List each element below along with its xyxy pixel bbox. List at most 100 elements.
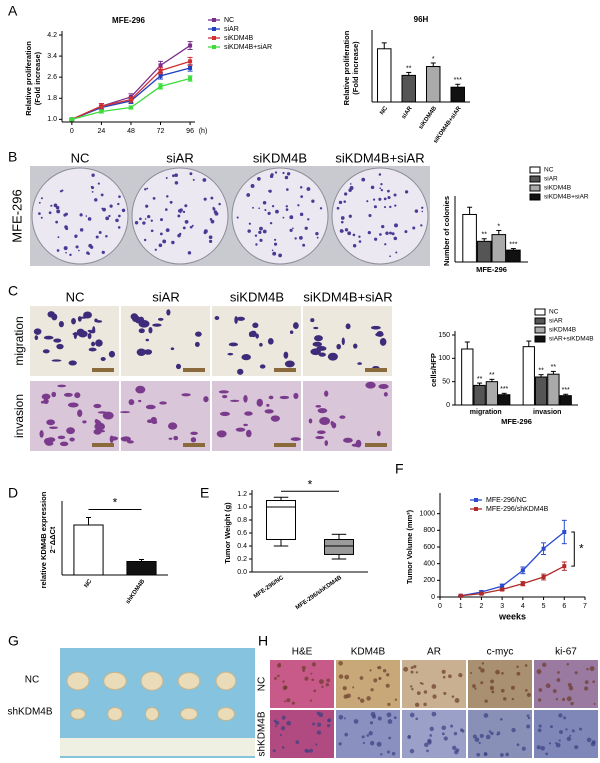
bar	[485, 381, 499, 406]
stained-cell	[181, 393, 191, 397]
x-tick-label: 48	[127, 128, 135, 135]
significance-label: ***	[500, 386, 508, 393]
data-point	[188, 59, 193, 64]
nucleus	[295, 740, 300, 744]
nucleus	[511, 697, 515, 701]
stained-cell	[40, 400, 45, 404]
legend-label: siAR	[224, 26, 239, 33]
colony	[404, 230, 408, 234]
histology-image	[534, 660, 598, 708]
legend-marker	[474, 498, 478, 502]
x-tick-label: 0	[438, 603, 442, 610]
colony	[165, 208, 168, 211]
nucleus	[361, 735, 365, 739]
nucleus	[489, 685, 495, 691]
colony	[304, 226, 308, 230]
nucleus	[586, 667, 589, 671]
nucleus	[569, 734, 572, 737]
nucleus	[592, 680, 595, 683]
stained-cell	[243, 423, 248, 427]
nucleus	[566, 663, 570, 666]
colony	[97, 182, 100, 185]
data-point	[69, 117, 74, 122]
tumor	[180, 707, 198, 721]
colony	[315, 231, 319, 236]
data-point	[99, 109, 104, 114]
stained-cell	[91, 341, 96, 347]
colony	[142, 221, 146, 225]
nucleus	[453, 731, 458, 736]
y-axis-label: Tumor Volume (mm³)	[405, 509, 414, 584]
colony	[257, 176, 261, 181]
colony	[38, 201, 41, 204]
nucleus	[542, 662, 547, 668]
nucleus	[284, 700, 287, 703]
stained-cell	[319, 417, 331, 425]
colony	[381, 224, 385, 229]
nucleus	[411, 687, 414, 691]
nucleus	[403, 666, 409, 672]
legend-label: siAR+siKDM4B	[549, 336, 594, 343]
micrograph	[303, 306, 392, 376]
scale-bar	[92, 443, 114, 447]
colony	[79, 228, 84, 232]
legend-label: siKDM4B+siAR	[544, 194, 589, 201]
colony	[259, 226, 263, 231]
nucleus	[409, 712, 415, 718]
colony	[262, 229, 267, 234]
colony	[144, 188, 147, 191]
nucleus	[309, 699, 313, 702]
significance-label: **	[538, 368, 544, 375]
stained-cell	[80, 316, 88, 319]
nucleus	[524, 664, 528, 667]
panel-letter: D	[8, 485, 18, 501]
nucleus	[343, 694, 348, 699]
y-tick-label: 0	[446, 402, 450, 409]
colony	[203, 197, 207, 201]
colony	[56, 209, 61, 214]
significance-label: ***	[454, 77, 462, 84]
nucleus	[536, 669, 542, 675]
colony	[87, 252, 90, 255]
x-tick-label: 4	[521, 603, 525, 610]
colony	[299, 212, 304, 217]
nucleus	[369, 669, 372, 672]
y-tick-label: 0.2	[237, 556, 247, 563]
colony	[108, 214, 111, 218]
stained-cell	[243, 395, 248, 403]
nucleus	[377, 665, 382, 670]
colony	[349, 186, 354, 190]
y-axis-label: Relative proliferation	[342, 30, 351, 105]
nucleus	[276, 663, 282, 668]
nucleus	[478, 741, 481, 745]
nucleus	[490, 731, 494, 736]
stained-cell	[290, 437, 301, 441]
data-point	[562, 530, 567, 534]
stained-cell	[351, 443, 361, 447]
stained-cell	[216, 430, 227, 438]
stained-cell	[74, 392, 81, 399]
legend-marker	[212, 36, 216, 40]
nucleus	[360, 698, 365, 703]
nucleus	[325, 683, 330, 687]
nucleus	[571, 729, 575, 733]
stained-cell	[67, 402, 79, 408]
nucleus	[500, 717, 503, 721]
stained-cell	[58, 320, 64, 328]
stained-cell	[317, 408, 328, 414]
nucleus	[429, 726, 434, 732]
y-tick-label: 200	[423, 577, 435, 584]
image-column-label: siAR	[166, 150, 193, 165]
stained-cell	[138, 320, 150, 328]
colony	[165, 177, 168, 179]
data-point	[520, 581, 525, 586]
nucleus	[483, 752, 488, 757]
box	[266, 500, 296, 540]
nucleus	[451, 695, 455, 698]
y-tick-label: 2.6	[47, 74, 57, 81]
colony	[306, 187, 311, 191]
nucleus	[343, 717, 346, 720]
bar	[377, 48, 392, 103]
panel-letter: G	[8, 633, 19, 649]
nucleus	[568, 686, 574, 691]
